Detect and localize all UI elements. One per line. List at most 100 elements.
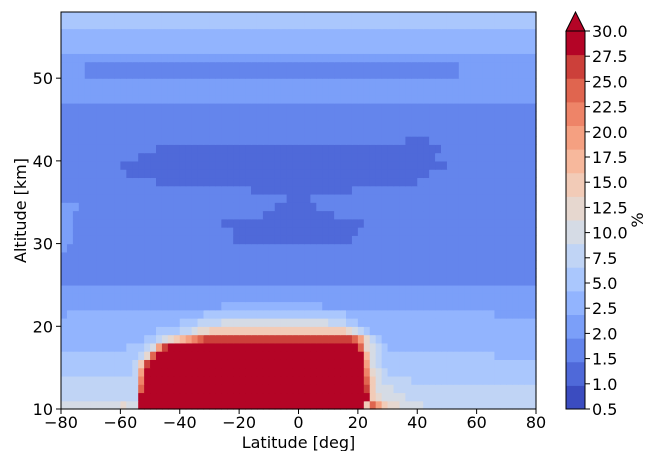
- heatmap-cell: [441, 86, 448, 96]
- heatmap-cell: [429, 119, 436, 129]
- heatmap-cell: [506, 94, 513, 104]
- heatmap-cell: [518, 94, 525, 104]
- heatmap-cell: [494, 193, 501, 203]
- heatmap-cell: [494, 177, 501, 187]
- heatmap-cell: [334, 69, 341, 79]
- heatmap-cell: [351, 111, 359, 121]
- heatmap-cell: [114, 177, 121, 187]
- heatmap-cell: [452, 53, 460, 63]
- heatmap-cell: [328, 334, 335, 344]
- heatmap-cell: [328, 12, 335, 21]
- heatmap-cell: [351, 193, 359, 203]
- heatmap-cell: [316, 400, 323, 410]
- heatmap-cell: [310, 301, 317, 311]
- heatmap-cell: [90, 127, 98, 137]
- heatmap-cell: [233, 160, 240, 170]
- heatmap-cell: [203, 367, 211, 377]
- heatmap-cell: [411, 160, 418, 170]
- heatmap-cell: [500, 202, 507, 212]
- heatmap-cell: [500, 243, 507, 253]
- heatmap-cell: [387, 276, 395, 286]
- heatmap-cell: [357, 384, 365, 394]
- heatmap-cell: [423, 12, 430, 21]
- heatmap-cell: [399, 400, 406, 410]
- heatmap-cell: [227, 177, 234, 187]
- heatmap-cell: [90, 243, 98, 253]
- heatmap-cell: [239, 144, 246, 154]
- heatmap-cell: [274, 260, 282, 269]
- heatmap-cell: [203, 384, 211, 394]
- colorbar-tick-label: 27.5: [592, 47, 628, 66]
- heatmap-cell: [292, 301, 300, 311]
- heatmap-cell: [351, 28, 359, 38]
- heatmap-cell: [150, 144, 157, 154]
- heatmap-cell: [476, 351, 484, 360]
- heatmap-cell: [221, 218, 228, 228]
- heatmap-cell: [96, 375, 104, 385]
- heatmap-cell: [357, 342, 365, 352]
- heatmap-cell: [488, 202, 496, 212]
- heatmap-cell: [328, 61, 335, 71]
- heatmap-cell: [524, 111, 531, 121]
- heatmap-cell: [167, 342, 175, 352]
- heatmap-cell: [512, 127, 519, 137]
- heatmap-cell: [351, 218, 359, 228]
- heatmap-cell: [185, 351, 193, 360]
- heatmap-cell: [357, 351, 365, 360]
- heatmap-cell: [357, 20, 365, 30]
- heatmap-cell: [482, 326, 490, 336]
- heatmap-cell: [150, 119, 157, 129]
- heatmap-cell: [78, 318, 86, 327]
- heatmap-cell: [470, 144, 478, 154]
- heatmap-cell: [464, 144, 472, 154]
- heatmap-cell: [233, 185, 240, 195]
- heatmap-cell: [227, 268, 234, 278]
- heatmap-cell: [387, 45, 395, 54]
- heatmap-cell: [482, 102, 490, 112]
- heatmap-cell: [144, 177, 151, 187]
- heatmap-cell: [357, 218, 365, 228]
- heatmap-cell: [393, 284, 401, 294]
- heatmap-cell: [530, 69, 537, 79]
- heatmap-cell: [203, 235, 211, 245]
- heatmap-cell: [150, 293, 157, 303]
- heatmap-cell: [387, 400, 395, 410]
- heatmap-cell: [346, 111, 353, 121]
- heatmap-cell: [488, 61, 496, 71]
- heatmap-cell: [292, 127, 300, 137]
- heatmap-cell: [90, 169, 98, 179]
- heatmap-cell: [286, 309, 294, 319]
- heatmap-cell: [316, 276, 323, 286]
- heatmap-cell: [138, 45, 145, 54]
- heatmap-cell: [203, 78, 211, 88]
- heatmap-cell: [411, 69, 418, 79]
- colorbar-tick-label: 0.5: [592, 400, 617, 419]
- heatmap-cell: [405, 301, 412, 311]
- heatmap-cell: [452, 193, 460, 203]
- heatmap-cell: [197, 326, 205, 336]
- heatmap-cell: [161, 318, 169, 327]
- heatmap-cell: [72, 136, 80, 145]
- heatmap-cell: [203, 111, 211, 121]
- heatmap-cell: [209, 367, 216, 377]
- heatmap-cell: [167, 127, 175, 137]
- heatmap-cell: [423, 185, 430, 195]
- heatmap-cell: [470, 69, 478, 79]
- heatmap-cell: [399, 384, 406, 394]
- heatmap-cell: [66, 251, 74, 261]
- heatmap-cell: [227, 359, 234, 369]
- heatmap-cell: [334, 284, 341, 294]
- heatmap-cell: [179, 318, 187, 327]
- heatmap-cell: [452, 251, 460, 261]
- heatmap-cell: [191, 119, 199, 129]
- heatmap-cell: [500, 367, 507, 377]
- heatmap-cell: [458, 235, 466, 245]
- heatmap-cell: [191, 251, 199, 261]
- heatmap-cell: [78, 144, 86, 154]
- heatmap-cell: [304, 260, 311, 269]
- heatmap-cell: [452, 359, 460, 369]
- heatmap-cell: [179, 268, 187, 278]
- heatmap-cell: [78, 78, 86, 88]
- heatmap-cell: [203, 268, 211, 278]
- heatmap-cell: [167, 185, 175, 195]
